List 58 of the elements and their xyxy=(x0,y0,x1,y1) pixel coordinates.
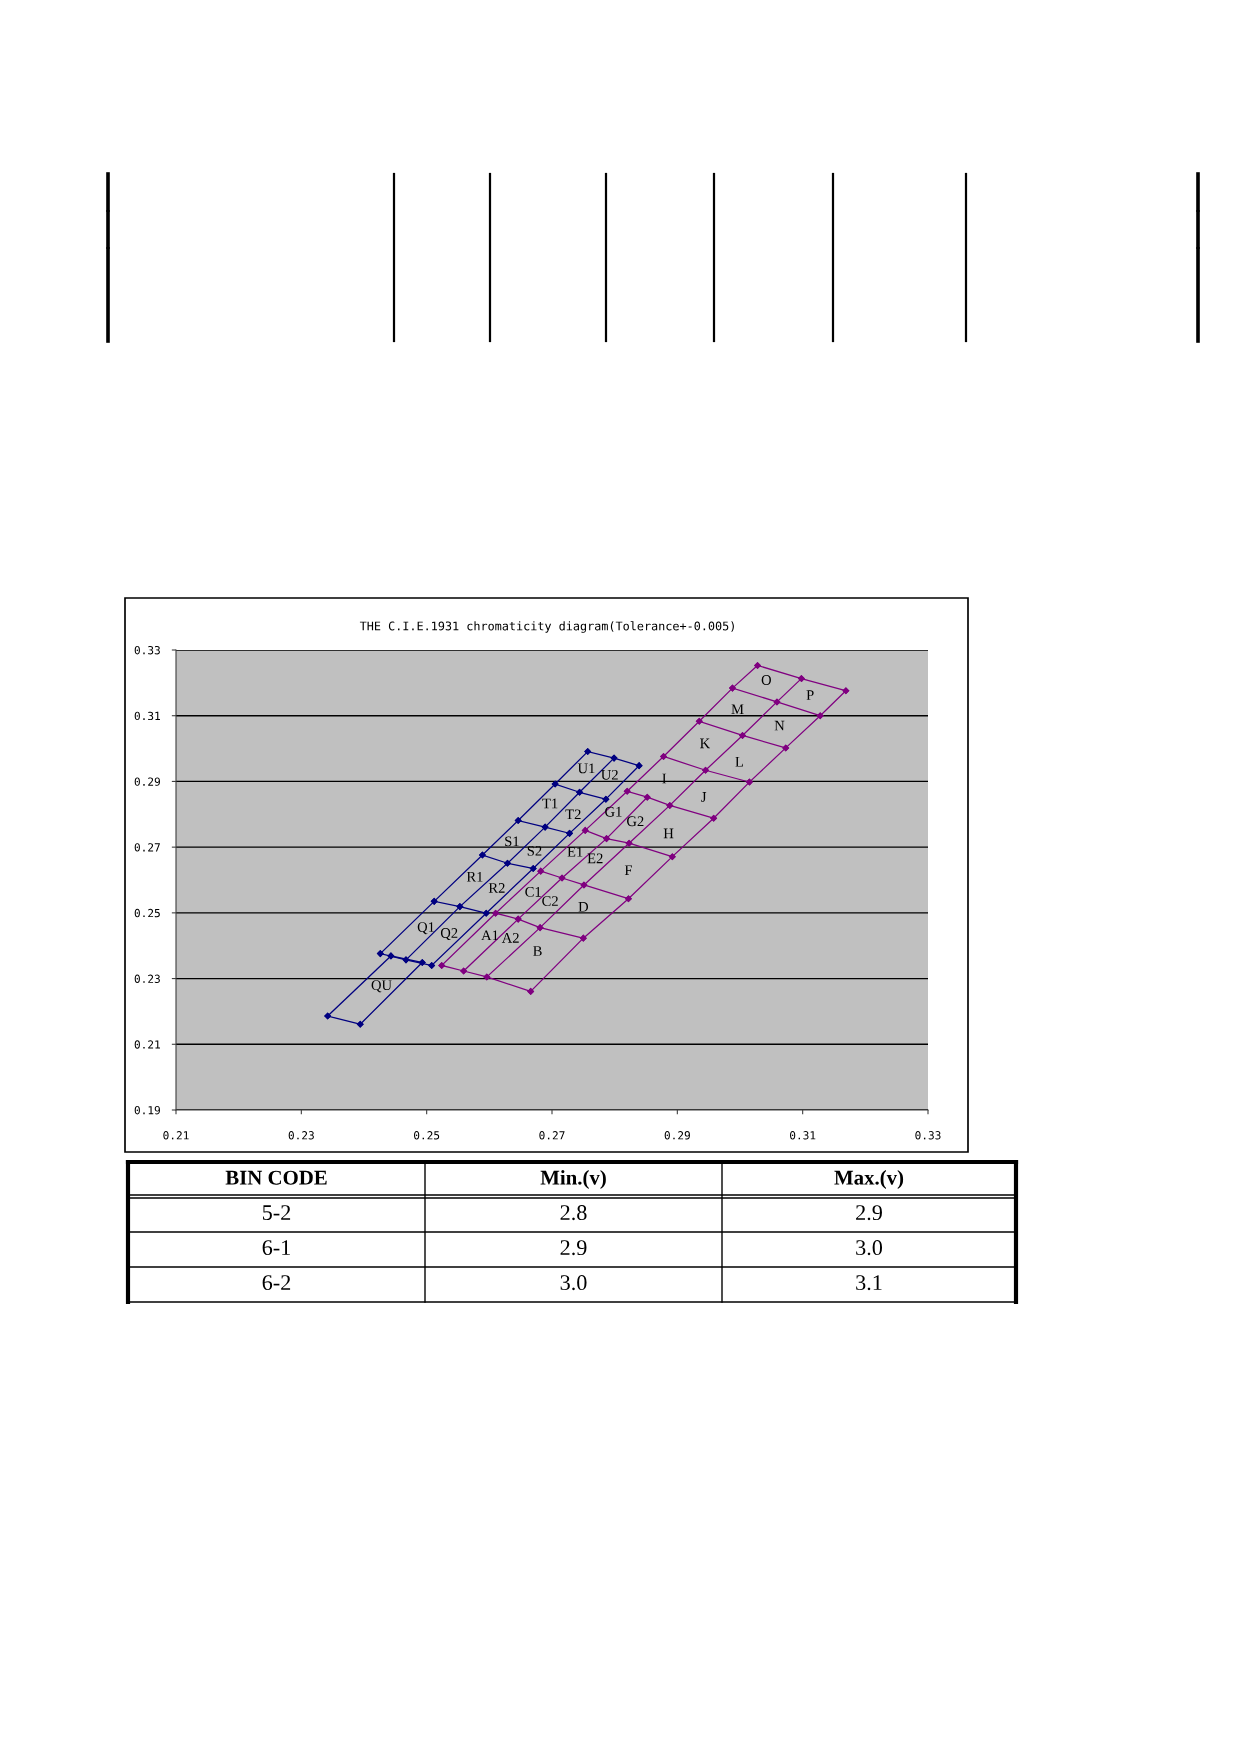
annotation: B xyxy=(533,946,542,956)
x-tick-label: 0.31 xyxy=(790,1131,816,1140)
annotation: H xyxy=(663,828,674,839)
y-tick-label: 0.31 xyxy=(134,711,160,721)
annotation: U1 xyxy=(577,763,595,774)
annotation: C1 xyxy=(525,887,541,897)
text: 5-2 xyxy=(262,1205,291,1221)
y-tick-label: 0.29 xyxy=(134,777,160,786)
annotation: P xyxy=(806,690,814,700)
text: 6-2 xyxy=(262,1275,291,1291)
annotation: L xyxy=(735,756,743,767)
annotation: S2 xyxy=(527,845,542,856)
annotation: E1 xyxy=(567,846,583,857)
annotation: Q1 xyxy=(417,922,435,935)
text: BIN CODE xyxy=(225,1170,327,1185)
annotation: T2 xyxy=(565,809,581,820)
annotation: QU xyxy=(371,980,392,993)
annotation: M xyxy=(731,704,744,714)
text: 2.9 xyxy=(856,1205,882,1221)
annotation: S1 xyxy=(505,836,519,847)
x-tick-label: 0.29 xyxy=(664,1131,690,1140)
annotation: J xyxy=(701,792,707,802)
chart-title: THE C.I.E.1931 chromaticity diagram(Tolerance+-0.005) xyxy=(359,621,734,633)
x-tick-label: 0.23 xyxy=(288,1131,314,1140)
annotation: Q2 xyxy=(440,928,458,941)
text: Min.(v) xyxy=(540,1170,606,1189)
annotation: A1 xyxy=(481,930,498,941)
annotation: A2 xyxy=(501,933,519,943)
annotation: F xyxy=(624,865,633,875)
annotation: G1 xyxy=(605,806,622,817)
x-tick-label: 0.33 xyxy=(915,1131,941,1140)
y-tick-label: 0.27 xyxy=(134,843,160,852)
y-tick-label: 0.23 xyxy=(134,974,160,983)
text: 6-1 xyxy=(262,1240,290,1256)
x-tick-label: 0.21 xyxy=(163,1131,189,1140)
text: 2.9 xyxy=(560,1240,587,1256)
text: 3.1 xyxy=(856,1275,882,1291)
annotation: T1 xyxy=(542,798,558,809)
annotation: E2 xyxy=(587,853,603,864)
annotation: C2 xyxy=(542,896,558,907)
x-tick-label: 0.25 xyxy=(414,1131,440,1140)
y-tick-label: 0.25 xyxy=(134,908,160,918)
text: 3.0 xyxy=(560,1275,587,1291)
y-tick-label: 0.33 xyxy=(134,646,160,655)
annotation: O xyxy=(761,675,771,685)
annotation: R1 xyxy=(466,871,483,882)
annotation: G2 xyxy=(627,816,644,827)
text: 3.0 xyxy=(856,1240,883,1256)
x-tick-label: 0.27 xyxy=(539,1131,565,1140)
text: 2.8 xyxy=(560,1205,587,1221)
y-tick-label: 0.19 xyxy=(134,1106,160,1115)
annotation: N xyxy=(774,720,785,731)
annotation: K xyxy=(700,738,710,749)
text: Max.(v) xyxy=(834,1170,904,1189)
annotation: D xyxy=(578,902,589,912)
annotation: R2 xyxy=(488,883,505,893)
y-tick-label: 0.21 xyxy=(134,1040,160,1049)
annotation: U2 xyxy=(601,769,618,780)
